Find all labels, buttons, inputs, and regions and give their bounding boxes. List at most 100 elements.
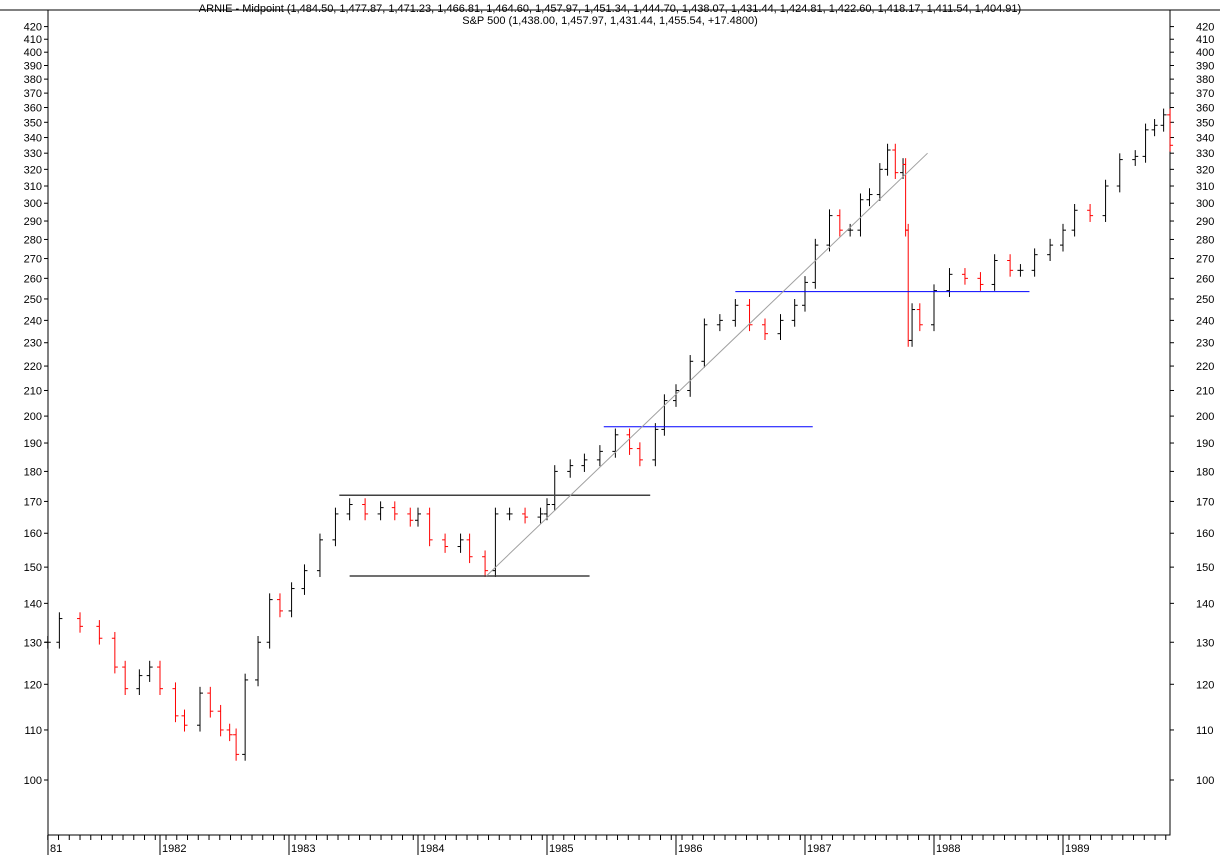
plot-frame: [47, 9, 1171, 836]
y-tick-label-right: 140: [1196, 598, 1214, 610]
price-bar: [716, 314, 723, 332]
y-tick-label-left: 340: [24, 133, 42, 145]
price-bar: [661, 394, 668, 436]
price-bar: [1031, 248, 1038, 277]
y-tick-label-left: 380: [24, 74, 42, 86]
y-tick-label-left: 280: [24, 234, 42, 246]
price-bar: [1047, 238, 1054, 262]
price-bar: [122, 660, 129, 696]
y-tick-label-left: 230: [24, 338, 42, 350]
y-tick-label-right: 320: [1196, 164, 1214, 176]
y-tick-label-left: 360: [24, 103, 42, 115]
price-bar: [288, 582, 295, 618]
price-bar: [977, 272, 984, 291]
y-tick-label-left: 420: [24, 22, 42, 34]
price-bar: [506, 507, 513, 521]
x-tick-label: 1982: [162, 843, 186, 855]
y-tick-label-left: 300: [24, 198, 42, 210]
y-tick-label-left: 130: [24, 637, 42, 649]
price-bar: [1060, 223, 1066, 252]
price-bar: [905, 223, 912, 347]
y-tick-label-left: 120: [24, 679, 42, 691]
price-bar: [1007, 254, 1014, 277]
price-bar: [407, 507, 414, 527]
x-tick-label: 1986: [678, 843, 702, 855]
price-bar: [482, 550, 489, 577]
y-tick-label-left: 170: [24, 496, 42, 508]
price-bar: [1142, 123, 1149, 163]
y-tick-label-left: 270: [24, 254, 42, 266]
y-tick-label-right: 370: [1196, 88, 1214, 100]
price-bar: [136, 669, 143, 696]
x-tick-label: 1989: [1065, 843, 1089, 855]
y-tick-label-right: 410: [1196, 34, 1214, 46]
y-tick-label-right: 270: [1196, 254, 1214, 266]
price-bar: [812, 238, 819, 289]
price-bar: [276, 593, 283, 618]
y-tick-label-left: 330: [24, 148, 42, 160]
price-bar: [1102, 179, 1109, 222]
price-bar: [316, 533, 323, 577]
price-bar: [522, 507, 529, 524]
price-bar: [802, 276, 808, 312]
y-tick-label-right: 190: [1196, 438, 1214, 450]
y-tick-label-left: 180: [24, 466, 42, 478]
price-bar: [791, 299, 798, 327]
price-bar: [301, 564, 308, 595]
price-bar: [362, 498, 369, 521]
price-bar: [377, 501, 384, 521]
y-tick-label-left: 410: [24, 34, 42, 46]
y-tick-label-left: 100: [24, 775, 42, 787]
price-bar: [44, 635, 51, 649]
price-bar: [673, 384, 679, 407]
y-tick-label-right: 350: [1196, 117, 1214, 129]
price-bar: [1167, 108, 1174, 152]
y-tick-label-left: 310: [24, 181, 42, 193]
y-tick-label-right: 200: [1196, 411, 1214, 423]
price-bar: [946, 268, 953, 297]
price-bar: [567, 459, 574, 478]
y-tick-label-right: 160: [1196, 528, 1214, 540]
y-tick-label-right: 150: [1196, 562, 1214, 574]
x-tick-label: 1984: [420, 843, 444, 855]
price-bar: [826, 209, 833, 252]
price-bar: [777, 314, 784, 341]
price-bar: [836, 209, 843, 237]
price-bar: [56, 612, 63, 649]
price-bar: [1132, 150, 1139, 166]
y-tick-label-left: 140: [24, 598, 42, 610]
price-bar: [991, 254, 998, 291]
price-bar: [1151, 119, 1158, 137]
price-bar: [581, 453, 588, 472]
price-bar: [77, 612, 84, 633]
y-tick-label-left: 370: [24, 88, 42, 100]
y-tick-label-right: 340: [1196, 133, 1214, 145]
price-bar: [255, 635, 262, 687]
y-tick-label-left: 110: [24, 725, 42, 737]
price-bar: [1116, 153, 1123, 193]
price-bar: [233, 728, 240, 761]
price-bar: [1160, 108, 1167, 132]
price-bar: [687, 355, 694, 397]
y-tick-label-right: 260: [1196, 273, 1214, 285]
price-bar: [457, 533, 464, 553]
x-tick-label: 1985: [549, 843, 573, 855]
y-tick-label-right: 290: [1196, 216, 1214, 228]
y-tick-label-left: 190: [24, 438, 42, 450]
y-tick-label-right: 210: [1196, 385, 1214, 397]
series-label: S&P 500 (1,438.00, 1,457.97, 1,431.44, 1…: [462, 15, 758, 27]
price-bar: [909, 303, 916, 347]
y-tick-label-right: 120: [1196, 679, 1214, 691]
price-bar: [746, 299, 753, 332]
y-tick-label-left: 150: [24, 562, 42, 574]
y-tick-label-left: 200: [24, 411, 42, 423]
price-bar: [96, 620, 103, 645]
price-bar: [916, 303, 923, 332]
x-tick-label: 1987: [807, 843, 831, 855]
price-bar: [701, 318, 708, 368]
price-bar: [172, 682, 179, 723]
y-tick-label-left: 350: [24, 117, 42, 129]
price-bar: [426, 507, 433, 547]
price-bar: [415, 507, 421, 527]
